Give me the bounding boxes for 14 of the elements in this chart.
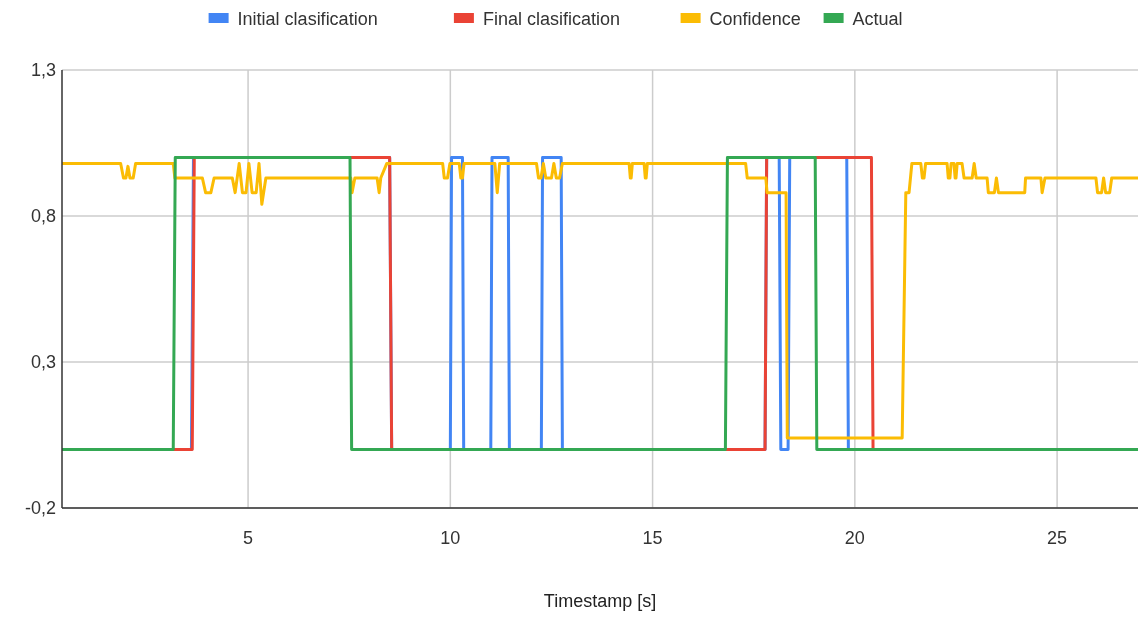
legend-label: Initial clasification — [237, 9, 378, 30]
legend-label: Confidence — [709, 9, 801, 30]
x-axis-title: Timestamp [s] — [543, 591, 657, 611]
legend-label: Final clasification — [482, 9, 620, 30]
x-tick-label: 20 — [844, 528, 865, 548]
y-tick-label: 1,3 — [30, 60, 56, 81]
y-tick-label: -0,2 — [24, 498, 56, 519]
x-tick-label: 10 — [440, 528, 461, 548]
x-tick-label: 15 — [642, 528, 663, 548]
legend-label: Actual — [852, 9, 903, 30]
y-tick-label: 0,3 — [30, 352, 56, 373]
x-tick-label: 25 — [1047, 528, 1068, 548]
x-tick-label: 5 — [243, 528, 254, 548]
y-tick-label: 0,8 — [30, 206, 56, 227]
